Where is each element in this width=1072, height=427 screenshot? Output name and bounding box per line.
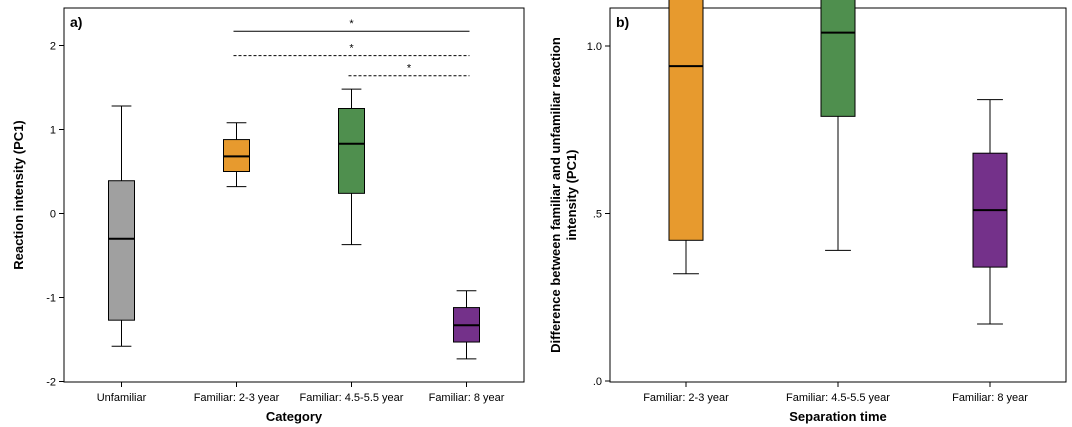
panel-a: a) -2 -1 0 1 2 Unfamiliar Familiar: 2-3 year Fa…: [11, 7, 525, 424]
iqr-box: [108, 180, 135, 321]
y-tick-label: -1: [46, 293, 56, 305]
box-familiar-4-5-5-5-year: [338, 88, 365, 246]
panel-b-boxes: [668, 0, 1008, 325]
iqr-box: [668, 0, 704, 241]
y-tick-label: 1.0: [587, 41, 602, 53]
x-tick-label: Familiar: 4.5-5.5 year: [300, 392, 404, 404]
y-tick-label: 0: [50, 209, 56, 221]
panel-b-y-axis-title: Difference between familiar and unfamili…: [548, 37, 579, 353]
significance-star: *: [407, 63, 412, 75]
x-tick-label: Familiar: 4.5-5.5 year: [786, 392, 890, 404]
panel-a-y-axis-title: Reaction intensity (PC1): [11, 120, 26, 270]
y-tick-label: 1: [50, 125, 56, 137]
box-familiar-2-3-year: [223, 122, 250, 188]
iqr-box: [338, 108, 365, 194]
x-tick-label: Familiar: 8 year: [952, 392, 1028, 404]
y-tick-label: -2: [46, 377, 56, 389]
box-familiar-4-5-5-5-year: [820, 0, 856, 251]
panel-a-axis: -2 -1 0 1 2 Unfamiliar Familiar: 2-3 year Famil…: [46, 41, 505, 405]
y-tick-label: .5: [593, 209, 602, 221]
panel-b-x-axis-title: Separation time: [789, 409, 887, 424]
panel-a-boxes: [108, 88, 480, 360]
iqr-box: [820, 0, 856, 117]
panel-a-frame: [63, 7, 525, 383]
y-tick-label: 2: [50, 41, 56, 53]
panel-a-label: a): [70, 14, 82, 30]
significance-star: *: [349, 43, 354, 55]
y-tick-label: .0: [593, 376, 602, 388]
x-tick-label: Familiar: 8 year: [429, 392, 505, 404]
box-familiar-8-year: [972, 99, 1008, 325]
box-familiar-8-year: [453, 290, 480, 360]
x-tick-label: Familiar: 2-3 year: [194, 392, 280, 404]
panel-a-x-axis-title: Category: [266, 409, 323, 424]
panel-b-y-axis-title-line-2: intensity (PC1): [564, 149, 579, 240]
panel-a-significance: * * *: [233, 18, 470, 77]
x-tick-label: Familiar: 2-3 year: [643, 392, 729, 404]
panel-b-label: b): [616, 14, 629, 30]
box-unfamiliar: [108, 105, 135, 347]
significance-star: *: [349, 18, 354, 30]
panel-b-y-axis-title-line-1: Difference between familiar and unfamili…: [548, 37, 563, 353]
box-familiar-2-3-year: [668, 0, 704, 275]
x-tick-label: Unfamiliar: [97, 392, 147, 404]
